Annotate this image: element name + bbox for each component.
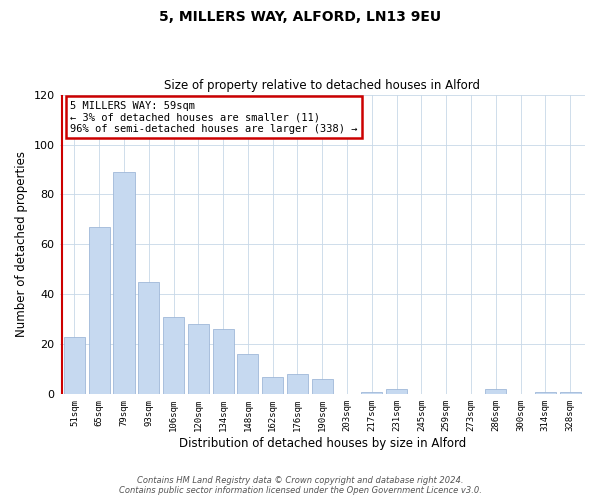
Title: Size of property relative to detached houses in Alford: Size of property relative to detached ho…	[164, 79, 480, 92]
Text: Contains HM Land Registry data © Crown copyright and database right 2024.
Contai: Contains HM Land Registry data © Crown c…	[119, 476, 481, 495]
Bar	[113, 172, 134, 394]
Bar	[312, 380, 333, 394]
Bar	[485, 390, 506, 394]
Bar	[262, 377, 283, 394]
Bar	[212, 330, 233, 394]
Bar	[361, 392, 382, 394]
X-axis label: Distribution of detached houses by size in Alford: Distribution of detached houses by size …	[179, 437, 466, 450]
Bar	[89, 227, 110, 394]
Bar	[138, 282, 160, 395]
Bar	[188, 324, 209, 394]
Bar	[238, 354, 259, 395]
Bar	[560, 392, 581, 394]
Y-axis label: Number of detached properties: Number of detached properties	[15, 152, 28, 338]
Text: 5 MILLERS WAY: 59sqm
← 3% of detached houses are smaller (11)
96% of semi-detach: 5 MILLERS WAY: 59sqm ← 3% of detached ho…	[70, 100, 358, 134]
Bar	[386, 390, 407, 394]
Bar	[287, 374, 308, 394]
Bar	[64, 337, 85, 394]
Bar	[163, 317, 184, 394]
Text: 5, MILLERS WAY, ALFORD, LN13 9EU: 5, MILLERS WAY, ALFORD, LN13 9EU	[159, 10, 441, 24]
Bar	[535, 392, 556, 394]
